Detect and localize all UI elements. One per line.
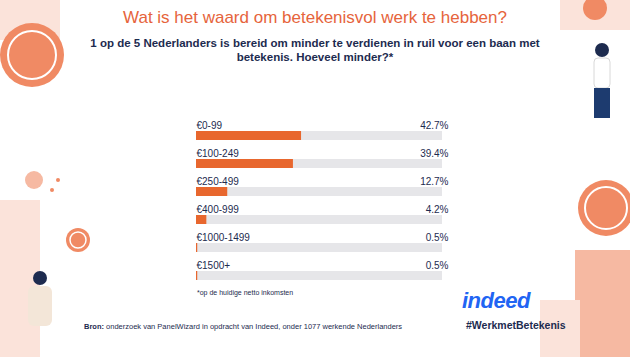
html-text:indeed: indeed bbox=[462, 288, 530, 313]
svg-text:39.4%: 39.4% bbox=[420, 148, 448, 159]
svg-text:€400-999: €400-999 bbox=[197, 204, 240, 215]
svg-text:€0-99: €0-99 bbox=[197, 120, 223, 131]
svg-text:€100-249: €100-249 bbox=[197, 148, 240, 159]
html-text:*op de huidige netto inkomsten: *op de huidige netto inkomsten bbox=[197, 289, 294, 296]
svg-text:4.2%: 4.2% bbox=[426, 204, 449, 215]
svg-text:0.5%: 0.5% bbox=[426, 260, 449, 271]
svg-text:42.7%: 42.7% bbox=[420, 120, 448, 131]
html-text:Wat is het waard om betekenisv: Wat is het waard om betekenisvol werk te… bbox=[123, 8, 507, 27]
svg-text:0.5%: 0.5% bbox=[426, 232, 449, 243]
html-text:Bron: onderzoek van PanelWizar: Bron: onderzoek van PanelWizard in opdra… bbox=[84, 322, 403, 331]
html-text:#WerkmetBetekenis: #WerkmetBetekenis bbox=[466, 319, 566, 331]
svg-text:€1000-1499: €1000-1499 bbox=[197, 232, 251, 243]
svg-text:€250-499: €250-499 bbox=[197, 176, 240, 187]
svg-text:€1500+: €1500+ bbox=[197, 260, 231, 271]
html-text:1 op de 5 Nederlanders is bere: 1 op de 5 Nederlanders is bereid om mind… bbox=[90, 37, 540, 63]
svg-text:12.7%: 12.7% bbox=[420, 176, 448, 187]
